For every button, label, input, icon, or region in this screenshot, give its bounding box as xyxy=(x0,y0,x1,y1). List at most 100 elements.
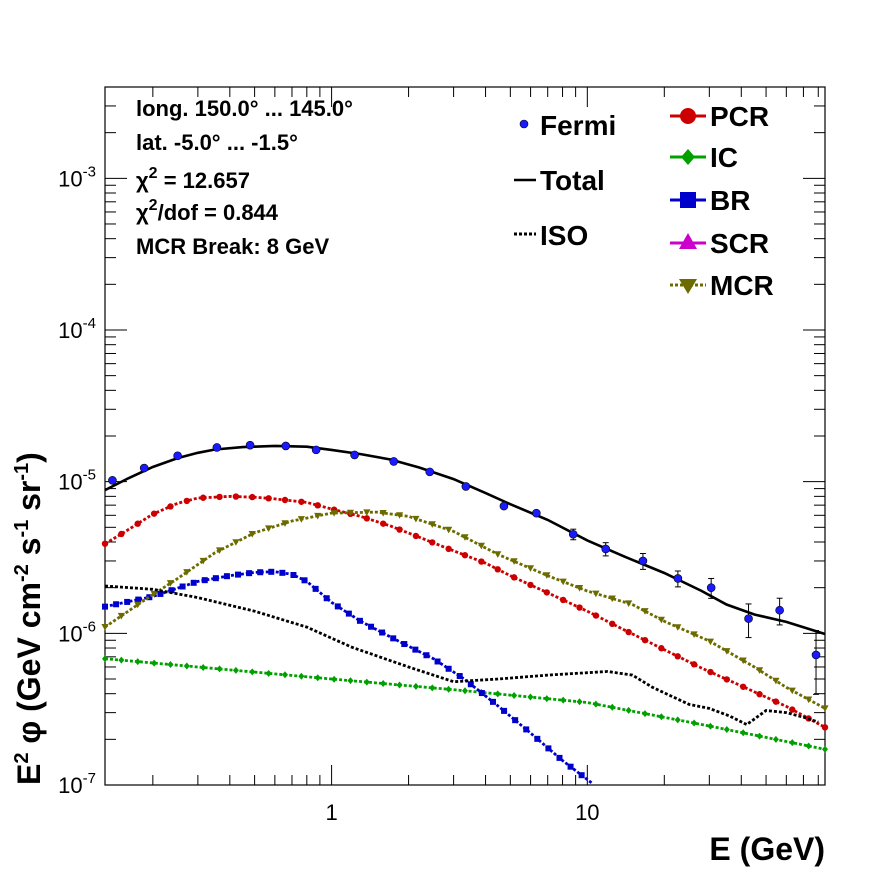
fermi-point xyxy=(673,574,683,583)
y-tick-label: 10-6 xyxy=(58,618,96,646)
br-marker xyxy=(102,603,108,610)
ic-marker xyxy=(429,684,436,692)
mcr-marker xyxy=(674,624,682,631)
pcr-marker xyxy=(478,558,485,565)
br-marker xyxy=(478,690,485,697)
br-marker xyxy=(567,763,574,770)
ic-marker xyxy=(772,735,779,743)
br-marker xyxy=(345,610,352,617)
mcr-marker xyxy=(772,677,780,685)
legend-pcr-marker xyxy=(680,108,696,124)
ic-marker xyxy=(658,713,665,721)
ic-marker xyxy=(592,700,599,708)
br-marker xyxy=(323,595,330,602)
x-tick-labels: 1 10 xyxy=(325,800,599,825)
chi2-per-dof: χ2/dof = 0.844 xyxy=(136,197,279,225)
fermi-point xyxy=(311,445,321,455)
pcr-marker xyxy=(379,520,387,527)
fermi-point xyxy=(532,508,541,518)
fermi-point xyxy=(601,544,611,554)
ic-marker xyxy=(576,698,583,706)
legend-total-label: Total xyxy=(540,165,605,196)
mcr-marker xyxy=(739,657,747,665)
mcr-marker xyxy=(166,580,175,587)
ic-marker xyxy=(691,719,698,727)
fermi-point xyxy=(245,440,255,450)
ic-marker xyxy=(183,662,190,670)
br-marker xyxy=(445,665,452,672)
mcr-marker xyxy=(559,578,567,586)
pcr-marker xyxy=(658,645,665,652)
br-marker xyxy=(523,726,530,733)
fermi-point xyxy=(425,467,435,477)
legend-scr-label: SCR xyxy=(710,228,769,259)
y-tick-label: 10-4 xyxy=(58,315,96,343)
ic-marker xyxy=(102,655,108,663)
mcr-marker xyxy=(445,526,453,534)
legend-iso-label: ISO xyxy=(540,220,588,251)
legend-br-label: BR xyxy=(710,185,750,216)
pcr-marker xyxy=(101,540,109,547)
mcr-marker xyxy=(543,572,551,579)
ic-marker xyxy=(625,706,632,714)
ic-marker xyxy=(674,716,681,724)
mcr-marker xyxy=(215,547,224,555)
ic-marker xyxy=(740,729,747,737)
mcr-marker xyxy=(265,525,273,532)
fermi-point xyxy=(389,457,399,466)
pcr-marker xyxy=(559,596,567,604)
pcr-marker xyxy=(199,494,207,501)
pcr-marker xyxy=(183,497,191,505)
br-marker xyxy=(467,681,474,688)
br-marker xyxy=(412,646,419,653)
ic-marker xyxy=(331,675,338,683)
mcr-marker xyxy=(363,509,371,516)
mcr-marker xyxy=(477,542,485,550)
br-marker xyxy=(246,570,253,577)
br-marker xyxy=(301,577,308,584)
y-tick-label: 10-7 xyxy=(58,770,96,798)
ic-marker xyxy=(249,668,256,676)
br-marker xyxy=(556,754,563,761)
legend-fermi-marker xyxy=(519,119,529,129)
ic-marker xyxy=(200,663,207,671)
br-marker xyxy=(578,772,585,779)
br-marker xyxy=(368,623,375,630)
x-axis-title: E (GeV) xyxy=(709,831,825,867)
mcr-marker xyxy=(183,569,191,576)
fermi-point xyxy=(461,482,471,491)
mcr-marker xyxy=(428,521,436,528)
ic-marker xyxy=(396,681,403,689)
br-marker xyxy=(113,601,120,608)
mcr-break: MCR Break: 8 GeV xyxy=(136,234,330,259)
pcr-marker xyxy=(265,495,272,502)
mcr-marker xyxy=(821,705,829,712)
legend-fermi-label: Fermi xyxy=(540,110,616,141)
legend: Fermi Total ISO PCR IC BR SCR xyxy=(514,101,774,301)
model-curves xyxy=(101,444,829,785)
br-marker xyxy=(201,577,208,584)
pcr-marker xyxy=(576,604,583,611)
pcr-marker xyxy=(625,628,632,636)
br-marker xyxy=(212,575,219,582)
mcr-marker xyxy=(641,608,649,615)
x-tick-label: 10 xyxy=(575,800,599,825)
mcr-marker xyxy=(330,510,338,517)
mcr-marker xyxy=(412,515,420,523)
y-axis-title: E2 φ (GeV cm-2 s-1 sr-1) xyxy=(11,452,47,785)
br-marker xyxy=(456,673,463,680)
mcr-marker xyxy=(248,530,256,538)
mcr-marker xyxy=(788,687,796,695)
br-marker xyxy=(235,571,242,578)
ic-marker xyxy=(543,695,550,703)
fermi-point xyxy=(212,443,222,452)
mcr-marker xyxy=(461,534,469,541)
pcr-marker xyxy=(772,698,780,705)
curve-total xyxy=(104,444,826,636)
ic-marker xyxy=(527,693,534,701)
mcr-marker xyxy=(150,590,158,598)
series-br xyxy=(102,568,594,785)
ic-marker xyxy=(282,671,288,679)
ic-marker xyxy=(151,659,158,667)
